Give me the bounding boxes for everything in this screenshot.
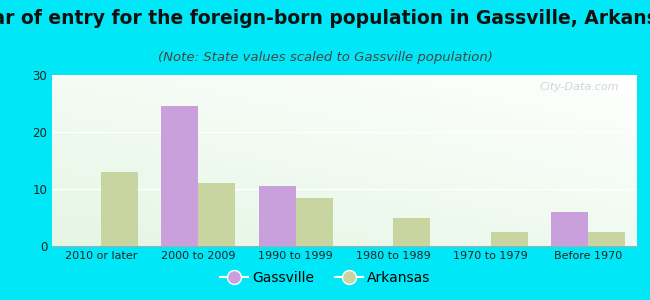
Bar (296, 197, 333, 246)
Text: (Note: State values scaled to Gassville population): (Note: State values scaled to Gassville … (157, 51, 493, 64)
Legend: Gassville, Arkansas: Gassville, Arkansas (214, 265, 436, 290)
Bar (491, 232, 528, 246)
Bar (161, 106, 198, 246)
Bar (101, 172, 138, 246)
Bar (259, 186, 296, 246)
Bar (551, 212, 588, 246)
Text: City-Data.com: City-Data.com (540, 82, 619, 92)
Bar (198, 183, 235, 246)
Bar (588, 232, 625, 246)
Bar (393, 218, 430, 246)
Text: Year of entry for the foreign-born population in Gassville, Arkansas: Year of entry for the foreign-born popul… (0, 9, 650, 28)
